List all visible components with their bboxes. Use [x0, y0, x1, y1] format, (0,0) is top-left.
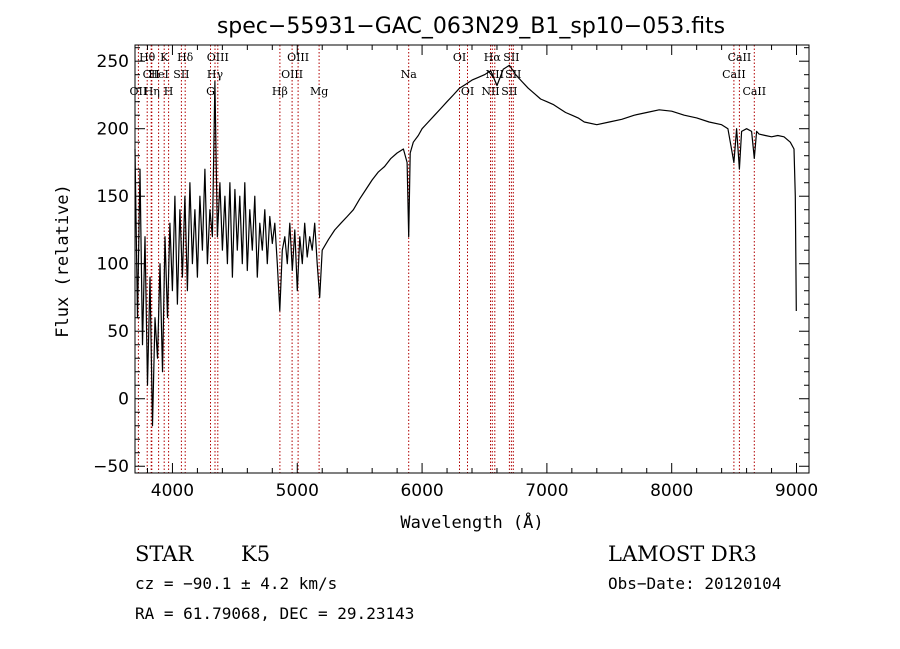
x-axis-title: Wavelength (Å): [400, 511, 543, 533]
y-tick-label: 0: [118, 390, 129, 410]
line-marker-label-11: G: [206, 85, 215, 98]
plot-frame: [134, 44, 810, 474]
y-tick-label: 200: [97, 120, 129, 140]
line-marker-label-2: OII: [130, 85, 148, 98]
y-axis-title: Flux (relative): [53, 184, 73, 338]
line-marker-label-13: OIII: [287, 51, 309, 64]
line-marker-label-4: HeI: [148, 68, 168, 81]
line-marker-label-27: CaII: [742, 85, 766, 98]
emission-line-markers: [137, 45, 755, 473]
line-marker-label-17: OI: [453, 51, 466, 64]
y-tick-label: 250: [97, 52, 129, 72]
line-marker-label-15: Mg: [310, 85, 328, 98]
line-marker-label-12: Hβ: [272, 85, 288, 98]
line-marker-label-5: Hη: [144, 85, 160, 98]
object-subclass: K5: [241, 542, 270, 566]
survey-label: LAMOST DR3: [608, 542, 757, 566]
line-marker-label-18: OI: [461, 85, 474, 98]
line-marker-label-6: H: [164, 85, 174, 98]
y-tick-label: −50: [93, 457, 129, 477]
x-tick-label: 6000: [400, 481, 443, 501]
line-marker-label-20: SII: [503, 51, 519, 64]
line-marker-label-22: SII: [505, 68, 521, 81]
line-marker-label-25: CaII: [728, 51, 752, 64]
y-tick-label: 50: [107, 322, 129, 342]
x-axis: 4000 5000 6000 7000 8000 9000: [146, 45, 818, 501]
line-marker-label-14: OIII: [281, 68, 303, 81]
line-marker-label-10: Hγ: [207, 68, 224, 81]
y-tick-label: 100: [97, 255, 129, 275]
redshift-readout: cz = −90.1 ± 4.2 km/s: [135, 574, 337, 593]
x-tick-label: 4000: [151, 481, 194, 501]
coordinates-readout: RA = 61.79068, DEC = 29.23143: [135, 604, 414, 623]
line-marker-label-7: Hδ: [177, 51, 194, 64]
line-marker-label-26: CaII: [722, 68, 746, 81]
object-class: STAR: [135, 542, 194, 566]
observation-date: Obs−Date: 20120104: [608, 574, 781, 593]
series-line-0: [134, 64, 797, 427]
line-marker-label-0: Hθ: [139, 51, 156, 64]
x-tick-label: 9000: [775, 481, 818, 501]
line-marker-label-1: CII: [143, 68, 160, 81]
line-marker-label-19: Hα: [484, 51, 502, 64]
line-marker-label-9: OIII: [207, 51, 229, 64]
line-marker-label-8: SII: [173, 68, 189, 81]
line-marker-label-21: NII: [486, 68, 504, 81]
x-tick-label: 8000: [650, 481, 693, 501]
y-tick-label: 150: [97, 187, 129, 207]
x-tick-label: 7000: [525, 481, 568, 501]
spectrum-series: [134, 64, 797, 427]
line-marker-label-16: Na: [401, 68, 418, 81]
y-axis: −50 0 50 100 150 200 250: [93, 47, 809, 477]
line-marker-label-24: SII: [501, 85, 517, 98]
x-tick-label: 5000: [276, 481, 319, 501]
emission-line-labels: Hθ CII OII K HeI Hη H Hδ SII OIII Hγ G Hβ OIII OIII Mg N…: [130, 51, 767, 98]
line-marker-label-3: K: [160, 51, 169, 64]
line-marker-label-23: NII: [481, 85, 499, 98]
chart-title: spec−55931−GAC_063N29_B1_sp10−053.fits: [217, 14, 725, 39]
